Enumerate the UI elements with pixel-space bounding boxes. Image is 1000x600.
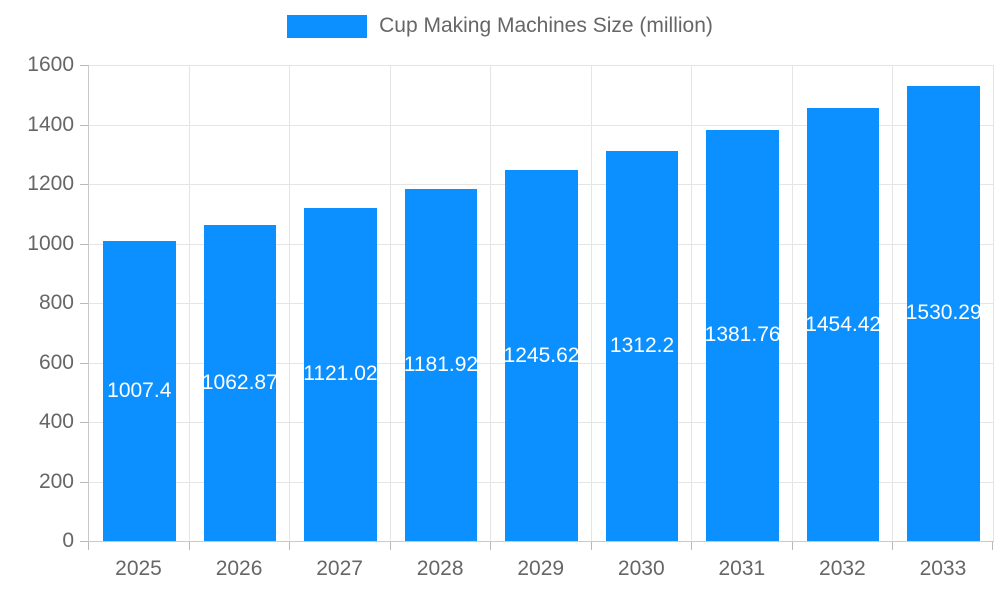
y-axis-label: 1000 [27, 231, 74, 255]
y-axis-tick [80, 243, 88, 245]
legend-label: Cup Making Machines Size (million) [379, 14, 713, 37]
x-gridline [993, 65, 994, 541]
y-axis-tick [80, 362, 88, 364]
bar-2026[interactable]: 1062.87 [203, 224, 277, 541]
x-axis-tick [289, 542, 291, 550]
x-gridline [188, 65, 190, 541]
bar-value-label: 1245.62 [505, 343, 578, 367]
bar-2032[interactable]: 1454.42 [806, 108, 880, 541]
x-axis-label: 2026 [215, 557, 263, 580]
bar-2031[interactable]: 1381.76 [706, 129, 779, 541]
x-axis-tick [791, 542, 793, 550]
x-gridline [892, 65, 894, 541]
bar-value-label: 1121.02 [304, 362, 377, 386]
bar-value-label: 1181.92 [404, 353, 478, 377]
y-axis-label: 1400 [27, 112, 74, 136]
x-gridline [791, 65, 793, 541]
x-axis-label: 2027 [316, 557, 363, 580]
bar-value-label: 1454.42 [806, 312, 880, 336]
x-axis-tick [389, 542, 391, 550]
plot-area: 1007.4 1062.87 1121.02 1181.92 1245.62 1312.2… [88, 65, 994, 542]
x-axis-tick [490, 542, 492, 550]
bar-value-label: 1381.76 [706, 323, 779, 347]
x-axis-tick [992, 542, 993, 550]
legend-swatch [287, 14, 368, 38]
x-axis-label: 2031 [718, 557, 766, 580]
y-axis-label: 1200 [27, 172, 74, 195]
y-axis-label: 0 [62, 529, 74, 552]
chart-legend: Cup Making Machines Size (million) [0, 14, 1000, 38]
bar-2028[interactable]: 1181.92 [404, 189, 478, 541]
bar-2030[interactable]: 1312.2 [605, 150, 679, 541]
x-axis-tick [892, 542, 894, 550]
x-gridline [289, 65, 291, 541]
bar-value-label: 1312.2 [609, 333, 675, 357]
y-axis-label: 600 [38, 350, 74, 374]
x-axis-tick [188, 542, 190, 550]
bar-value-label: 1530.29 [907, 301, 980, 325]
bar-2027[interactable]: 1121.02 [304, 207, 377, 541]
x-axis-label: 2028 [416, 557, 464, 580]
bar-2029[interactable]: 1245.62 [505, 170, 578, 541]
y-axis-tick [80, 303, 88, 304]
x-axis-label: 2032 [819, 557, 866, 580]
x-axis-label: 2030 [617, 557, 665, 580]
x-axis-tick [88, 542, 89, 550]
y-axis-tick [80, 541, 88, 542]
x-gridline [590, 65, 592, 541]
y-axis-tick [80, 65, 88, 66]
y-gridline [89, 65, 994, 66]
legend-item[interactable]: Cup Making Machines Size (million) [287, 14, 713, 38]
y-axis-label: 400 [38, 410, 74, 433]
y-axis-tick [80, 481, 88, 483]
x-axis-tick [691, 542, 693, 550]
y-axis-tick [80, 422, 88, 423]
y-axis-label: 200 [38, 469, 74, 493]
bar-2025[interactable]: 1007.4 [103, 241, 176, 541]
x-gridline [691, 65, 693, 541]
x-axis-label: 2029 [517, 557, 565, 580]
y-axis-tick [80, 184, 88, 185]
y-axis-label: 1600 [27, 53, 74, 76]
x-gridline [389, 65, 391, 541]
bar-value-label: 1007.4 [107, 379, 172, 403]
x-axis-label: 2025 [115, 557, 162, 580]
x-axis-label: 2033 [919, 557, 967, 580]
bar-value-label: 1062.87 [203, 370, 277, 394]
y-axis-label: 800 [38, 291, 74, 314]
y-axis-tick [80, 124, 88, 126]
x-axis-tick [590, 542, 592, 550]
y-gridline [89, 124, 994, 126]
x-gridline [490, 65, 492, 541]
bar-2033[interactable]: 1530.29 [907, 85, 980, 541]
